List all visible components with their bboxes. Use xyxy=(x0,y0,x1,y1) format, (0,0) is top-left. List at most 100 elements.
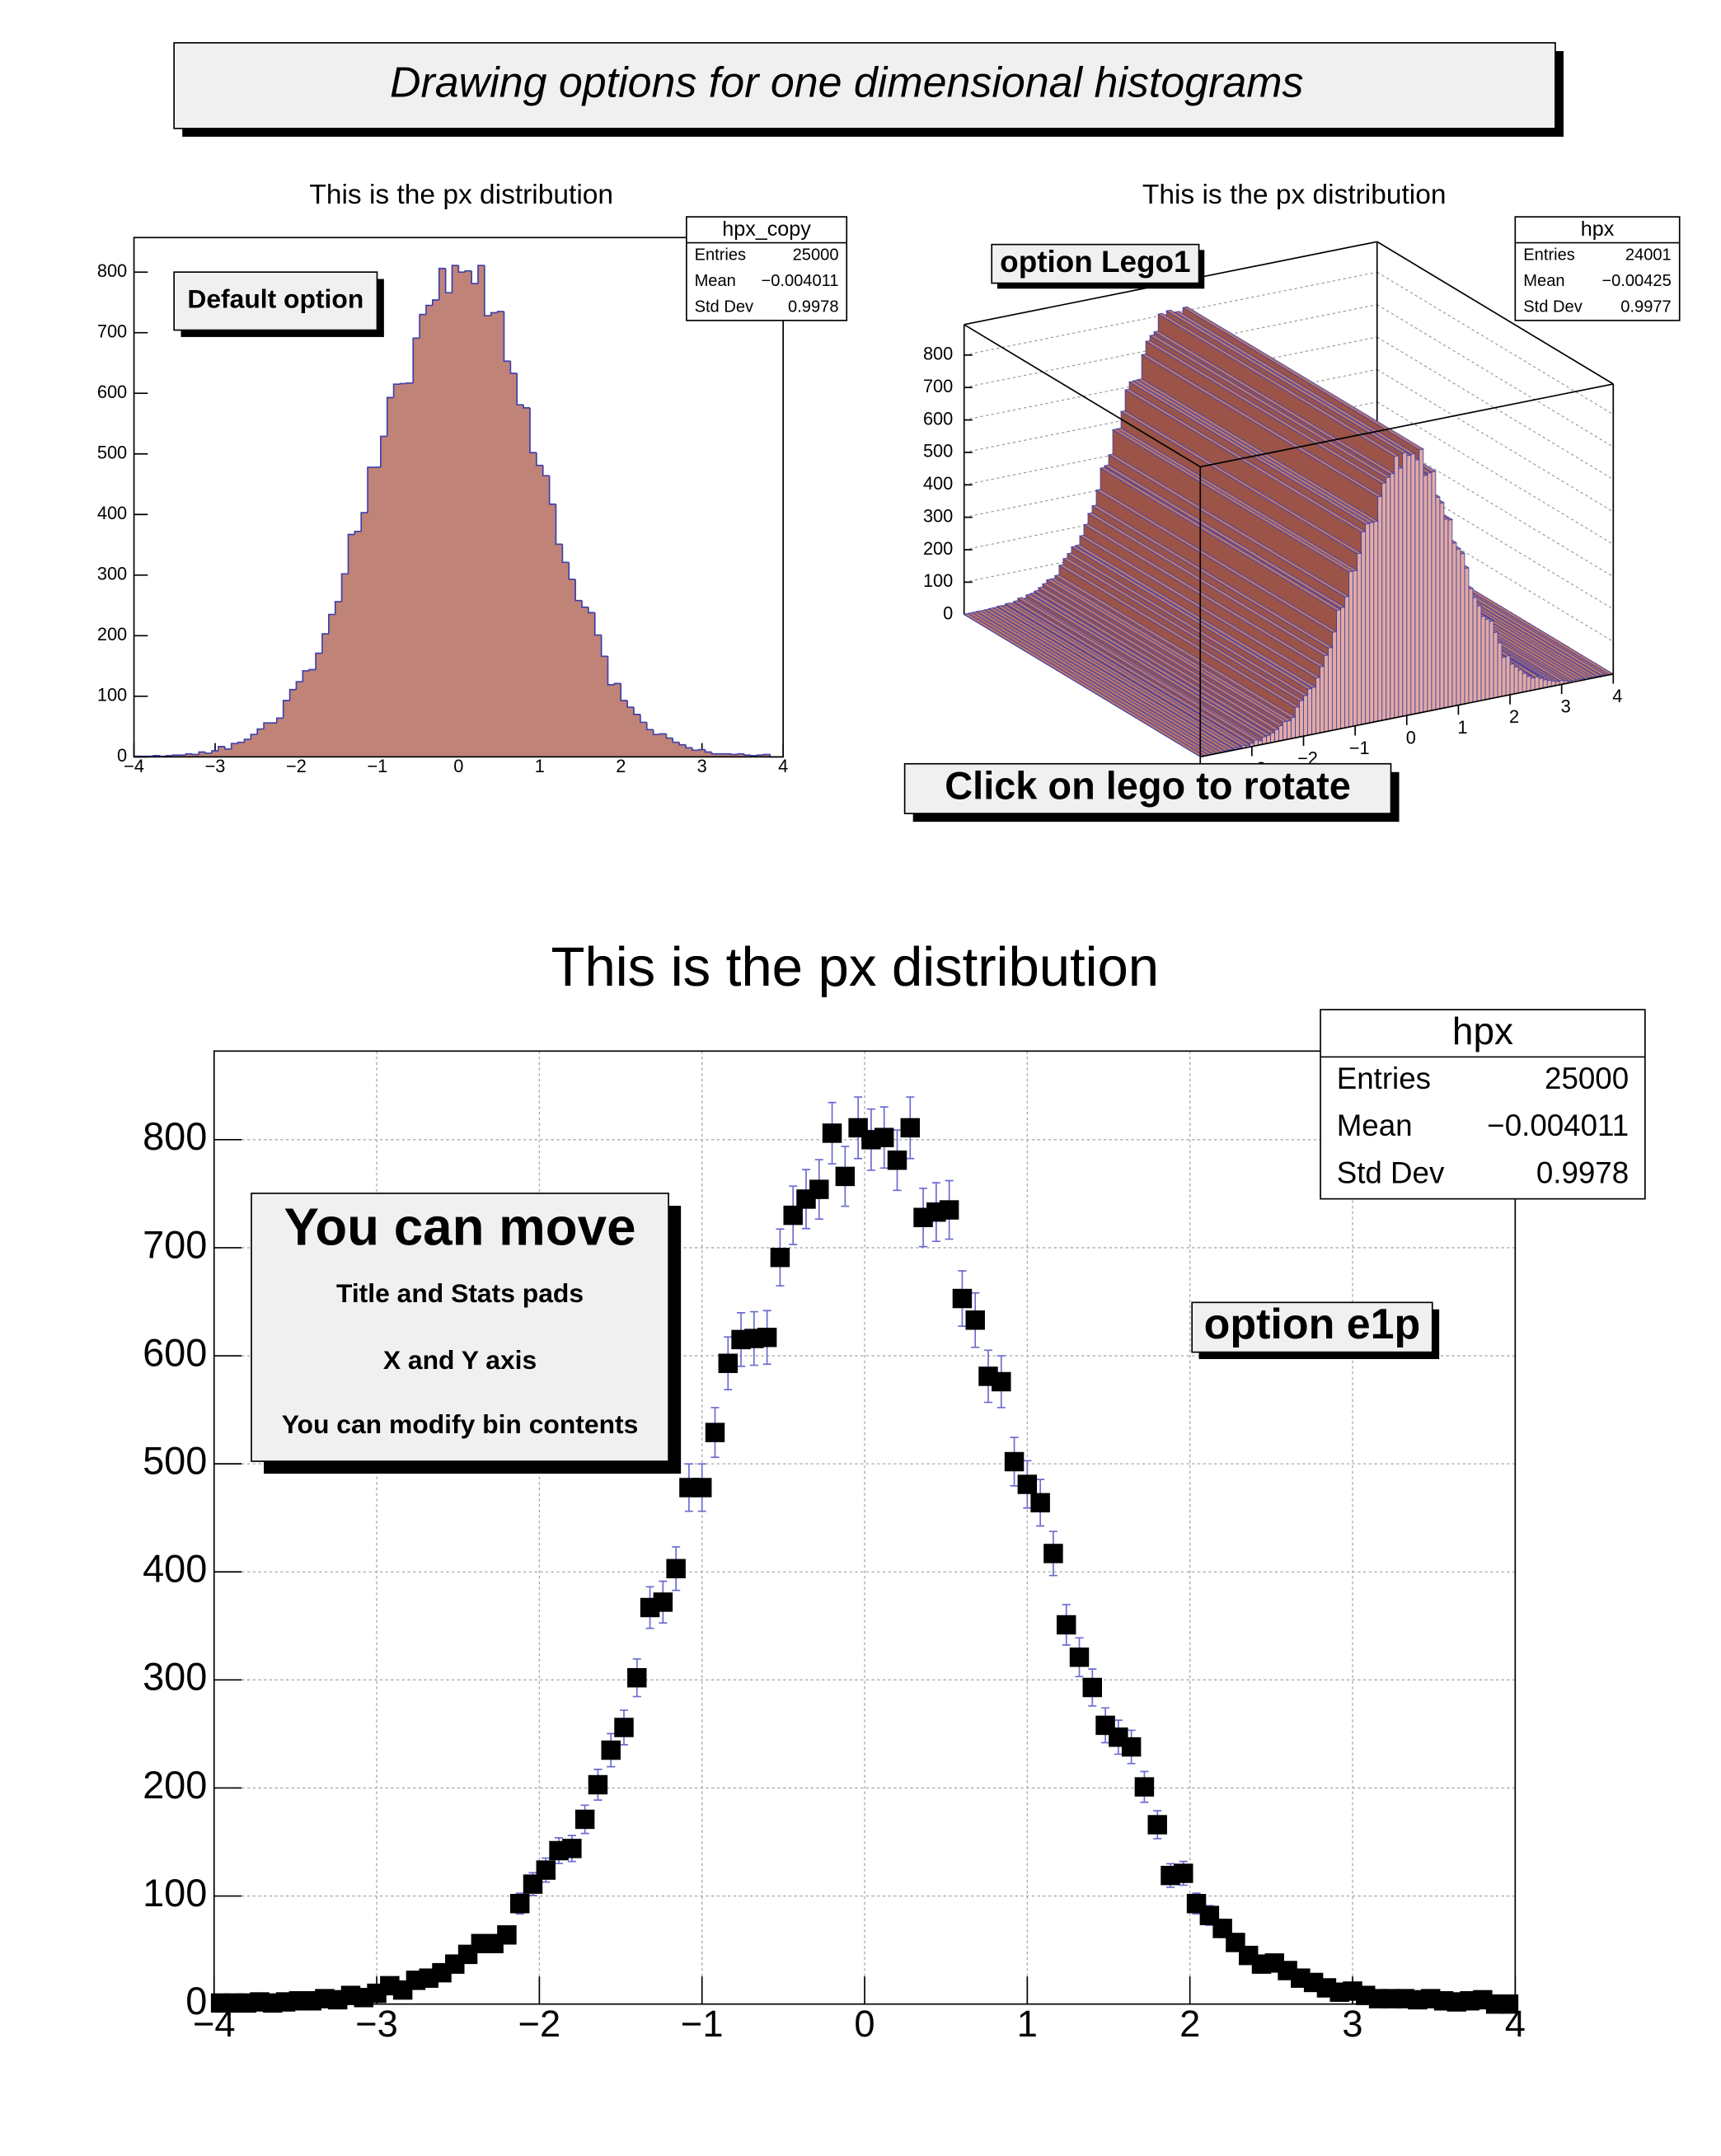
bar xyxy=(231,743,239,757)
z-tick-label: 500 xyxy=(923,441,953,462)
bar xyxy=(490,312,499,757)
bar-outline xyxy=(652,729,660,735)
pave-text: Click on lego to rotate xyxy=(945,764,1351,807)
bar xyxy=(556,544,563,757)
lego-front xyxy=(1315,677,1320,734)
bar xyxy=(731,754,739,757)
stats-box xyxy=(1514,216,1681,321)
lego-front xyxy=(1365,523,1371,724)
bar-outline xyxy=(367,466,374,513)
lego-front xyxy=(1439,502,1445,710)
lego-front xyxy=(1484,618,1490,701)
z-tick-label: 300 xyxy=(923,505,953,526)
bar xyxy=(328,614,336,757)
lego-front xyxy=(1534,676,1540,691)
marker xyxy=(1147,1815,1167,1835)
bar xyxy=(705,752,713,757)
marker xyxy=(1017,1474,1038,1494)
bar-outline xyxy=(282,700,290,719)
lego-front xyxy=(1269,732,1275,743)
bar xyxy=(679,744,687,757)
chart-title: This is the px distribution xyxy=(309,180,613,210)
x-tick-label: −2 xyxy=(286,756,307,776)
bar xyxy=(646,729,654,757)
marker xyxy=(1134,1777,1155,1797)
stats-label: Mean xyxy=(695,272,736,290)
stats-label: Entries xyxy=(1337,1062,1431,1095)
bar-outline xyxy=(678,742,687,746)
lego-front xyxy=(1386,476,1391,720)
pave xyxy=(251,1193,669,1462)
y-tick-label: 100 xyxy=(97,685,127,705)
z-tick-label: 400 xyxy=(923,473,953,494)
marker xyxy=(822,1123,842,1143)
pave xyxy=(173,271,378,331)
marker xyxy=(900,1118,921,1138)
bar-outline xyxy=(230,743,238,749)
bar-outline xyxy=(626,700,635,708)
marker xyxy=(1069,1647,1090,1667)
lego-front xyxy=(1311,687,1316,735)
stats-value: 0.9977 xyxy=(1620,298,1671,316)
y-tick-label: 0 xyxy=(117,745,127,766)
x-tick-label: 1 xyxy=(1457,717,1467,738)
lego-front xyxy=(1517,668,1523,694)
marker xyxy=(1056,1615,1076,1635)
lego-front xyxy=(1410,452,1416,715)
bar xyxy=(199,752,206,757)
bar-outline xyxy=(152,755,161,757)
bar xyxy=(400,383,407,757)
marker xyxy=(653,1592,673,1612)
lego-front xyxy=(1353,569,1358,727)
y-tick-label: 500 xyxy=(143,1440,207,1483)
bar xyxy=(276,718,284,757)
bar xyxy=(218,746,226,757)
bar-outline xyxy=(743,753,751,756)
bar-outline xyxy=(484,265,491,316)
bar-outline xyxy=(223,746,232,750)
bar xyxy=(185,753,193,757)
bar-outline xyxy=(419,313,426,339)
marker xyxy=(992,1371,1011,1392)
bar xyxy=(627,707,635,757)
stats-label: Std Dev xyxy=(1337,1156,1445,1190)
marker xyxy=(562,1839,582,1858)
bar xyxy=(380,436,388,757)
lego-front xyxy=(1414,459,1420,715)
bar xyxy=(452,265,459,757)
stats-name: hpx_copy xyxy=(722,218,811,241)
marker xyxy=(601,1740,621,1760)
frame-line xyxy=(1200,383,1614,468)
bar-outline xyxy=(697,748,706,751)
marker xyxy=(770,1247,790,1268)
bar xyxy=(406,382,414,757)
x-tick-label: 4 xyxy=(778,756,788,776)
bar xyxy=(425,305,434,757)
chart-title: This is the px distribution xyxy=(1142,180,1447,210)
y-tick-label: 400 xyxy=(97,503,127,523)
lego-front xyxy=(1320,665,1325,734)
bar xyxy=(341,574,349,757)
y-tick-label: 500 xyxy=(97,442,127,462)
bar-outline xyxy=(523,405,530,409)
stats-name: hpx xyxy=(1581,218,1615,241)
lego-front xyxy=(1278,724,1283,742)
z-tick-label: 800 xyxy=(923,344,953,364)
bar xyxy=(368,466,375,757)
stats-value: 0.9978 xyxy=(788,298,838,316)
lego-front xyxy=(1357,552,1362,726)
bar xyxy=(270,723,278,757)
lego-front xyxy=(1299,700,1304,738)
grid-line xyxy=(1376,401,1614,545)
grid-line xyxy=(1376,304,1614,448)
x-tick-label: 2 xyxy=(1179,2003,1200,2045)
z-tick-label: 700 xyxy=(923,376,953,396)
bar-outline xyxy=(321,633,329,654)
bar-outline xyxy=(457,265,466,273)
pave-text: You can move xyxy=(284,1198,636,1256)
bar-outline xyxy=(191,753,199,756)
bar-outline xyxy=(425,304,433,315)
bar-outline xyxy=(444,268,453,293)
lego-front xyxy=(1377,495,1383,722)
bar-outline xyxy=(574,579,582,602)
